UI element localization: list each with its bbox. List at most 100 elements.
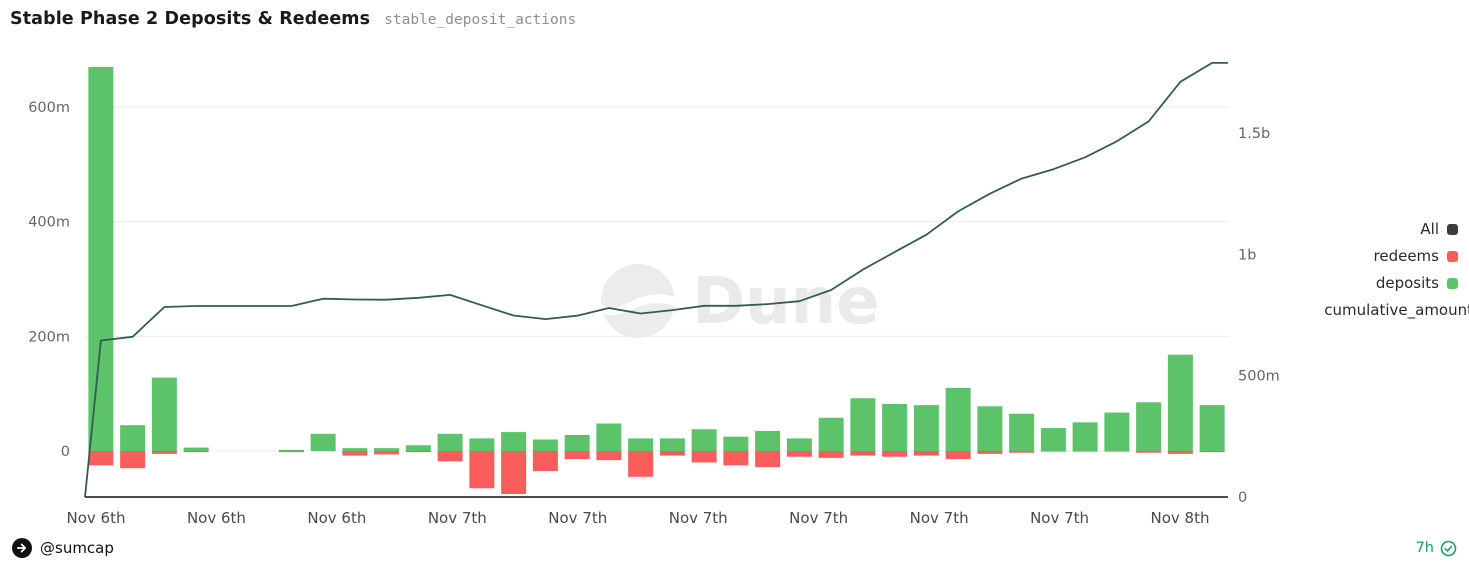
deposit-bar[interactable] — [151, 377, 177, 451]
deposit-bar[interactable] — [1040, 428, 1066, 451]
redeem-bar[interactable] — [374, 451, 400, 455]
deposit-bar[interactable] — [1199, 405, 1225, 451]
deposit-bar[interactable] — [1009, 413, 1035, 451]
refresh-check-icon[interactable] — [1440, 540, 1457, 557]
redeem-bar[interactable] — [913, 451, 939, 456]
chart-header: Stable Phase 2 Deposits & Redeems stable… — [10, 9, 576, 29]
deposit-bar[interactable] — [564, 434, 590, 451]
x-axis-tick: Nov 7th — [548, 509, 607, 527]
x-axis-tick: Nov 6th — [307, 509, 366, 527]
deposit-bar[interactable] — [628, 438, 654, 451]
x-axis-tick: Nov 7th — [1030, 509, 1089, 527]
deposit-bar[interactable] — [945, 387, 971, 451]
redeem-bar[interactable] — [1072, 451, 1098, 452]
deposit-bar[interactable] — [1167, 354, 1193, 451]
legend-label: cumulative_amount — [1324, 301, 1469, 319]
x-axis-tick: Nov 7th — [428, 509, 487, 527]
deposit-bar[interactable] — [532, 439, 558, 451]
redeem-bar[interactable] — [501, 451, 527, 494]
redeem-bar[interactable] — [628, 451, 654, 477]
left-axis-tick: 600m — [28, 100, 70, 116]
deposit-bar[interactable] — [342, 448, 368, 451]
legend-label: redeems — [1373, 247, 1439, 265]
x-axis-tick: Nov 6th — [187, 509, 246, 527]
deposit-bar[interactable] — [659, 438, 685, 451]
redeem-bar[interactable] — [850, 451, 876, 456]
redeem-bar[interactable] — [120, 451, 146, 469]
deposit-bar[interactable] — [691, 429, 717, 451]
deposit-bar[interactable] — [818, 417, 844, 451]
deposit-bar[interactable] — [977, 406, 1003, 451]
redeem-bar[interactable] — [183, 451, 209, 453]
deposit-bar[interactable] — [278, 449, 304, 451]
redeem-bar[interactable] — [437, 451, 463, 462]
deposit-bar[interactable] — [1136, 402, 1162, 451]
redeem-bar[interactable] — [882, 451, 908, 457]
redeem-bar[interactable] — [342, 451, 368, 456]
legend-swatch-deposits — [1447, 277, 1458, 289]
redeem-bar[interactable] — [469, 451, 495, 489]
redeem-bar[interactable] — [755, 451, 781, 468]
query-name-link[interactable]: stable_deposit_actions — [384, 12, 577, 28]
legend-item-cumulative-amount[interactable]: cumulative_amount — [1324, 301, 1469, 319]
redeem-bar[interactable] — [564, 451, 590, 460]
deposit-bar[interactable] — [374, 448, 400, 451]
redeem-bar[interactable] — [278, 451, 304, 453]
freshness[interactable]: 7h — [1416, 540, 1457, 557]
redeem-bar[interactable] — [1199, 451, 1225, 453]
deposit-bar[interactable] — [913, 405, 939, 451]
author[interactable]: @sumcap — [12, 538, 114, 558]
deposit-bar[interactable] — [120, 425, 146, 451]
right-axis-tick: 1.5b — [1238, 126, 1270, 142]
legend-item-all[interactable]: All — [1420, 220, 1458, 238]
redeem-bar[interactable] — [945, 451, 971, 460]
chart-legend: All redeems deposits cumulative_amount — [1324, 220, 1469, 319]
redeem-bar[interactable] — [151, 451, 177, 454]
deposit-bar[interactable] — [501, 432, 527, 451]
deposit-bar[interactable] — [405, 445, 431, 451]
redeem-bar[interactable] — [1040, 451, 1066, 452]
legend-item-deposits[interactable]: deposits — [1376, 274, 1458, 292]
redeem-bar[interactable] — [1167, 451, 1193, 454]
deposit-bar[interactable] — [1072, 422, 1098, 451]
redeem-bar[interactable] — [691, 451, 717, 463]
author-handle[interactable]: @sumcap — [40, 539, 114, 557]
legend-label: deposits — [1375, 274, 1439, 292]
deposit-bar[interactable] — [88, 66, 114, 451]
legend-item-redeems[interactable]: redeems — [1374, 247, 1458, 265]
chart-footer: @sumcap 7h — [0, 538, 1469, 558]
cumulative-line[interactable] — [84, 62, 1228, 498]
right-axis-tick: 500m — [1238, 369, 1280, 385]
deposit-bar[interactable] — [1104, 412, 1130, 451]
author-avatar-icon — [12, 538, 32, 558]
right-axis-tick: 0 — [1238, 490, 1247, 506]
redeem-bar[interactable] — [659, 451, 685, 456]
redeem-bar[interactable] — [723, 451, 749, 466]
redeem-bar[interactable] — [532, 451, 558, 472]
deposit-bar[interactable] — [850, 398, 876, 451]
redeem-bar[interactable] — [818, 451, 844, 458]
redeem-bar[interactable] — [977, 451, 1003, 454]
redeem-bar[interactable] — [596, 451, 622, 461]
deposit-bar[interactable] — [882, 403, 908, 451]
x-axis-tick: Nov 7th — [910, 509, 969, 527]
left-axis-tick: 400m — [28, 215, 70, 231]
deposit-bar[interactable] — [437, 433, 463, 451]
left-axis-tick: 200m — [28, 329, 70, 345]
deposit-bar[interactable] — [786, 438, 812, 451]
redeem-bar[interactable] — [405, 451, 431, 453]
deposit-bar[interactable] — [469, 438, 495, 451]
deposit-bar[interactable] — [183, 447, 209, 451]
deposit-bar[interactable] — [596, 423, 622, 451]
dune-watermark-logo: Dune — [601, 264, 880, 339]
redeem-bar[interactable] — [1104, 451, 1130, 452]
deposit-bar[interactable] — [310, 433, 336, 451]
deposit-bar[interactable] — [723, 436, 749, 451]
redeem-bar[interactable] — [1136, 451, 1162, 453]
redeem-bar[interactable] — [88, 451, 114, 466]
redeem-bar[interactable] — [1009, 451, 1035, 453]
redeem-bar[interactable] — [786, 451, 812, 457]
deposit-bar[interactable] — [755, 430, 781, 451]
